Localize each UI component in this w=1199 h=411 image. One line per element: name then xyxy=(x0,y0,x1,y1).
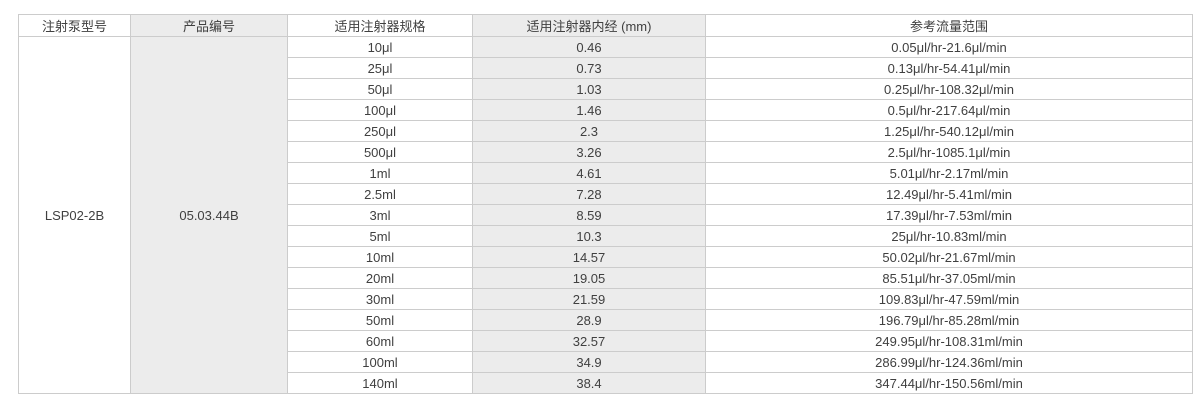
table-row: 1ml 4.61 5.01μl/hr-2.17ml/min xyxy=(19,162,1193,184)
flow-range-cell: 17.39μl/hr-7.53ml/min xyxy=(705,204,1193,226)
table-row: 5ml 10.3 25μl/hr-10.83ml/min xyxy=(19,225,1193,247)
inner-diameter-cell: 0.46 xyxy=(472,36,706,58)
header-row: 注射泵型号 产品编号 适用注射器规格 适用注射器内经 (mm) 参考流量范围 xyxy=(18,14,1193,37)
inner-diameter-cell: 8.59 xyxy=(472,204,706,226)
flow-range-cell: 1.25μl/hr-540.12μl/min xyxy=(705,120,1193,142)
flow-range-cell: 0.5μl/hr-217.64μl/min xyxy=(705,99,1193,121)
table-row: 250μl 2.3 1.25μl/hr-540.12μl/min xyxy=(19,120,1193,142)
flow-range-cell: 25μl/hr-10.83ml/min xyxy=(705,225,1193,247)
flow-range-cell: 5.01μl/hr-2.17ml/min xyxy=(705,162,1193,184)
inner-diameter-cell: 2.3 xyxy=(472,120,706,142)
header-syringe-spec: 适用注射器规格 xyxy=(287,14,473,37)
syringe-spec-cell: 250μl xyxy=(287,120,473,142)
flow-range-cell: 0.05μl/hr-21.6μl/min xyxy=(705,36,1193,58)
inner-diameter-cell: 28.9 xyxy=(472,309,706,331)
table-row: 3ml 8.59 17.39μl/hr-7.53ml/min xyxy=(19,204,1193,226)
flow-range-cell: 196.79μl/hr-85.28ml/min xyxy=(705,309,1193,331)
inner-diameter-cell: 38.4 xyxy=(472,372,706,394)
pump-model-cell: LSP02-2B xyxy=(18,36,131,394)
syringe-spec-cell: 5ml xyxy=(287,225,473,247)
flow-range-cell: 347.44μl/hr-150.56ml/min xyxy=(705,372,1193,394)
syringe-spec-cell: 100ml xyxy=(287,351,473,373)
table-row: 50ml 28.9 196.79μl/hr-85.28ml/min xyxy=(19,309,1193,331)
inner-diameter-cell: 10.3 xyxy=(472,225,706,247)
syringe-spec-cell: 30ml xyxy=(287,288,473,310)
table-row: 10ml 14.57 50.02μl/hr-21.67ml/min xyxy=(19,246,1193,268)
flow-range-cell: 0.25μl/hr-108.32μl/min xyxy=(705,78,1193,100)
syringe-spec-cell: 140ml xyxy=(287,372,473,394)
table-row: 30ml 21.59 109.83μl/hr-47.59ml/min xyxy=(19,288,1193,310)
header-inner-diameter: 适用注射器内经 (mm) xyxy=(472,14,706,37)
table-row: LSP02-2B 05.03.44B 10μl 0.46 0.05μl/hr-21.6μ… xyxy=(18,36,1193,394)
flow-range-cell: 109.83μl/hr-47.59ml/min xyxy=(705,288,1193,310)
inner-diameter-cell: 1.03 xyxy=(472,78,706,100)
flow-range-cell: 2.5μl/hr-1085.1μl/min xyxy=(705,141,1193,163)
flow-range-cell: 0.13μl/hr-54.41μl/min xyxy=(705,57,1193,79)
inner-diameter-cell: 34.9 xyxy=(472,351,706,373)
header-pump-model: 注射泵型号 xyxy=(18,14,131,37)
inner-diameter-cell: 21.59 xyxy=(472,288,706,310)
flow-range-cell: 12.49μl/hr-5.41ml/min xyxy=(705,183,1193,205)
syringe-spec-cell: 1ml xyxy=(287,162,473,184)
syringe-spec-cell: 50ml xyxy=(287,309,473,331)
header-product-code: 产品编号 xyxy=(130,14,288,37)
inner-diameter-cell: 3.26 xyxy=(472,141,706,163)
flow-range-cell: 249.95μl/hr-108.31ml/min xyxy=(705,330,1193,352)
syringe-pump-spec-table: 注射泵型号 产品编号 适用注射器规格 适用注射器内经 (mm) 参考流量范围 L… xyxy=(18,14,1193,394)
syringe-spec-cell: 20ml xyxy=(287,267,473,289)
inner-diameter-cell: 32.57 xyxy=(472,330,706,352)
flow-range-cell: 85.51μl/hr-37.05ml/min xyxy=(705,267,1193,289)
syringe-spec-cell: 50μl xyxy=(287,78,473,100)
flow-range-cell: 286.99μl/hr-124.36ml/min xyxy=(705,351,1193,373)
inner-diameter-cell: 14.57 xyxy=(472,246,706,268)
inner-diameter-cell: 7.28 xyxy=(472,183,706,205)
syringe-spec-cell: 3ml xyxy=(287,204,473,226)
syringe-spec-cell: 500μl xyxy=(287,141,473,163)
syringe-spec-cell: 10μl xyxy=(287,36,473,58)
flow-range-cell: 50.02μl/hr-21.67ml/min xyxy=(705,246,1193,268)
syringe-spec-cell: 60ml xyxy=(287,330,473,352)
table-row: 140ml 38.4 347.44μl/hr-150.56ml/min xyxy=(19,372,1193,394)
syringe-spec-cell: 2.5ml xyxy=(287,183,473,205)
inner-diameter-cell: 19.05 xyxy=(472,267,706,289)
inner-diameter-cell: 4.61 xyxy=(472,162,706,184)
table-row: 500μl 3.26 2.5μl/hr-1085.1μl/min xyxy=(19,141,1193,163)
header-flow-range: 参考流量范围 xyxy=(705,14,1193,37)
inner-diameter-cell: 1.46 xyxy=(472,99,706,121)
syringe-spec-cell: 100μl xyxy=(287,99,473,121)
product-code-cell: 05.03.44B xyxy=(130,36,288,394)
table-row: 50μl 1.03 0.25μl/hr-108.32μl/min xyxy=(19,78,1193,100)
inner-diameter-cell: 0.73 xyxy=(472,57,706,79)
table-row: 100ml 34.9 286.99μl/hr-124.36ml/min xyxy=(19,351,1193,373)
table-row: 60ml 32.57 249.95μl/hr-108.31ml/min xyxy=(19,330,1193,352)
table-row: 25μl 0.73 0.13μl/hr-54.41μl/min xyxy=(19,57,1193,79)
syringe-spec-cell: 25μl xyxy=(287,57,473,79)
syringe-spec-cell: 10ml xyxy=(287,246,473,268)
